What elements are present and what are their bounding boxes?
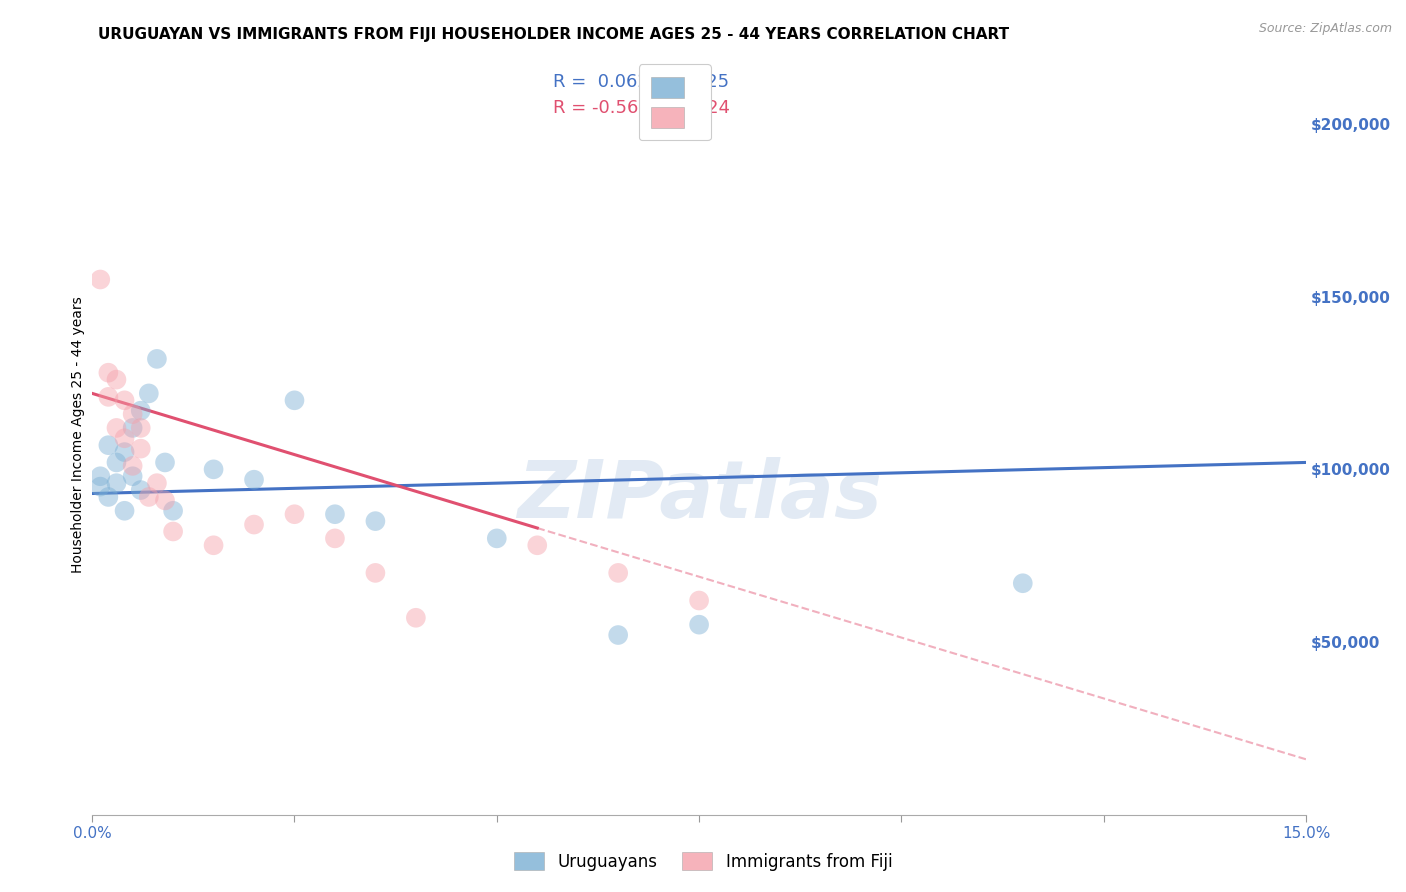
Point [105,455,128,469]
Point [129,442,152,456]
Point [364,566,387,580]
Point [105,373,128,387]
Point [364,514,387,528]
Point [153,493,176,508]
Point [129,421,152,435]
Point [97,390,120,404]
Point [162,504,184,518]
Text: R =  0.062   N = 25: R = 0.062 N = 25 [554,73,730,91]
Point [688,617,710,632]
Point [114,504,136,518]
Point [607,628,630,642]
Text: ZIPatlas: ZIPatlas [516,457,882,534]
Point [121,458,143,473]
Point [146,351,169,366]
Text: Source: ZipAtlas.com: Source: ZipAtlas.com [1258,22,1392,36]
Point [129,483,152,497]
Point [105,476,128,491]
Point [138,386,160,401]
Point [89,469,111,483]
Point [607,566,630,580]
Point [243,473,266,487]
Point [283,393,305,408]
Y-axis label: Householder Income Ages 25 - 44 years: Householder Income Ages 25 - 44 years [72,296,86,574]
Legend: Uruguayans, Immigrants from Fiji: Uruguayans, Immigrants from Fiji [506,844,900,880]
Point [97,366,120,380]
Point [146,476,169,491]
Text: R = -0.568   N = 24: R = -0.568 N = 24 [554,99,731,117]
Point [243,517,266,532]
Point [97,438,120,452]
Point [89,480,111,494]
Point [162,524,184,539]
Point [1011,576,1033,591]
Point [114,445,136,459]
Point [323,507,346,521]
Point [405,611,427,625]
Point [89,272,111,286]
Point [153,455,176,469]
Point [202,462,225,476]
Point [323,532,346,546]
Point [688,593,710,607]
Point [526,538,548,552]
Point [485,532,508,546]
Point [97,490,120,504]
Point [283,507,305,521]
Point [105,421,128,435]
Point [114,393,136,408]
Point [121,407,143,421]
Point [129,403,152,417]
Text: URUGUAYAN VS IMMIGRANTS FROM FIJI HOUSEHOLDER INCOME AGES 25 - 44 YEARS CORRELAT: URUGUAYAN VS IMMIGRANTS FROM FIJI HOUSEH… [98,27,1010,42]
Point [138,490,160,504]
Point [202,538,225,552]
Legend: , : , [638,64,711,140]
Point [121,421,143,435]
Point [121,469,143,483]
Point [114,431,136,445]
